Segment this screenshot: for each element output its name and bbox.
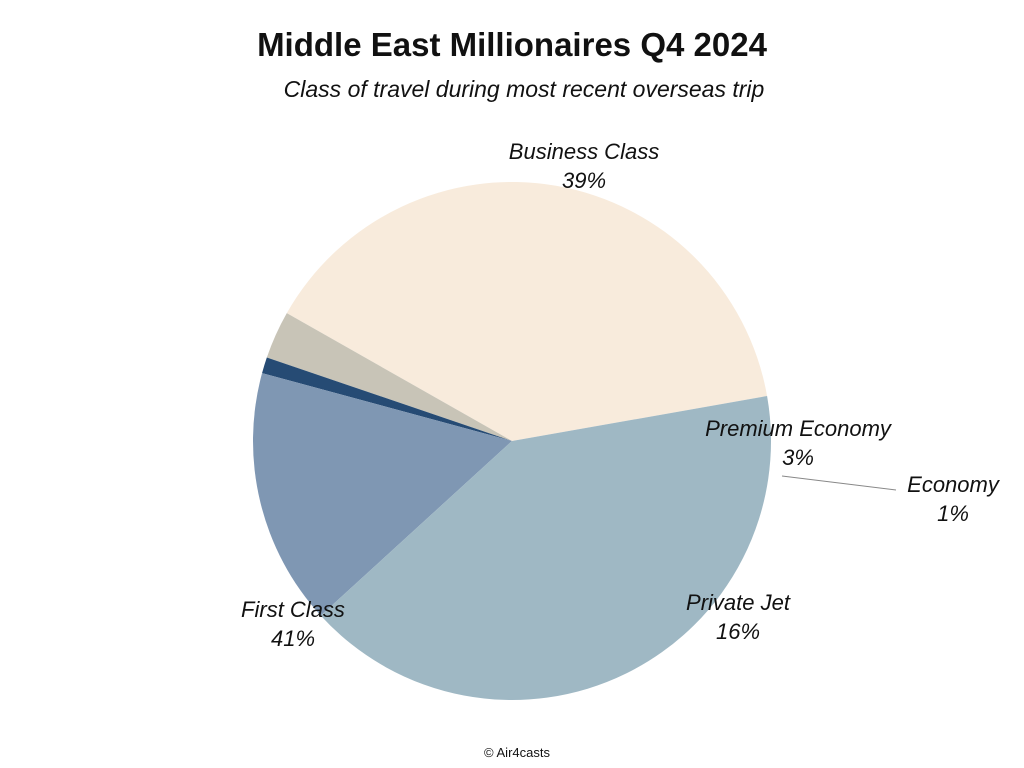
leader-line-economy (781, 475, 897, 491)
pie-labels: Business Class 39% Premium Economy 3% Econom… (241, 139, 1001, 651)
slice-value-premium-economy: 3% (782, 445, 814, 470)
pie-slice-private-jet (252, 373, 512, 616)
pie-slice-premium-economy (266, 313, 512, 441)
slice-value-economy: 1% (937, 501, 969, 526)
chart-source: © Air4casts (484, 745, 550, 760)
pie-slice-economy (262, 357, 512, 441)
chart-title: Middle East Millionaires Q4 2024 (257, 26, 767, 63)
slice-label-private-jet: Private Jet (686, 590, 791, 615)
pie-slice-business-class (286, 181, 768, 441)
pie-slice-first-class (320, 396, 772, 701)
slice-label-premium-economy: Premium Economy (705, 416, 893, 441)
slice-value-private-jet: 16% (716, 619, 760, 644)
slice-value-business-class: 39% (562, 168, 606, 193)
slice-value-first-class: 41% (271, 626, 315, 651)
slice-label-business-class: Business Class (509, 139, 659, 164)
slice-label-first-class: First Class (241, 597, 345, 622)
slice-label-economy: Economy (907, 472, 1001, 497)
pie-slices (252, 181, 772, 701)
chart-subtitle: Class of travel during most recent overs… (283, 76, 765, 102)
